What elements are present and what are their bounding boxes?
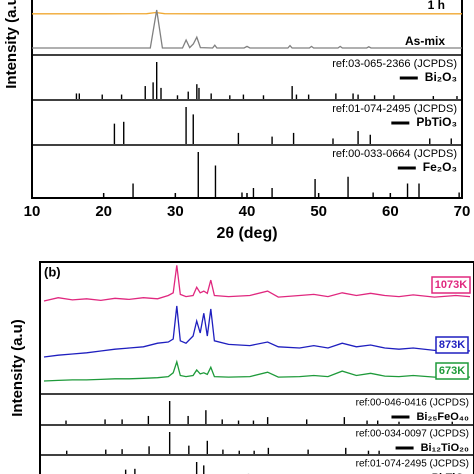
panel: Intensity (a.u) 10 20 30 40 50 60 70 2θ (deg) 1 h… xyxy=(3,0,470,242)
x-tick-label: 60 xyxy=(382,203,399,220)
x-tick-label: 10 xyxy=(24,203,41,220)
plot-frame xyxy=(31,0,463,199)
x-axis-label: 2θ (deg) xyxy=(216,225,277,242)
reference-phase: PbTiO₃ xyxy=(432,472,469,474)
reference-id: ref:00-034-0097 (JCPDS) xyxy=(356,429,469,440)
pattern-line xyxy=(32,11,462,15)
reference-phase: Bi₁₂TiO₂₀ xyxy=(421,442,469,454)
x-tick-label: 50 xyxy=(310,203,327,220)
series-label: 1073K xyxy=(435,279,467,291)
reference-id: ref:00-046-0416 (JCPDS) xyxy=(356,398,469,409)
y-axis-label: Intensity (a.u) xyxy=(3,0,20,89)
reference-phase: PbTiO₃ xyxy=(416,115,457,129)
reference-id: ref:03-065-2366 (JCPDS) xyxy=(332,58,457,70)
x-tick-label: 40 xyxy=(239,203,256,220)
pattern-line xyxy=(43,265,471,302)
reference-id: ref:01-074-2495 (JCPDS) xyxy=(332,103,457,115)
reference-id: ref:00-033-0664 (JCPDS) xyxy=(332,148,457,160)
y-axis-label: Intensity (a.u) xyxy=(9,319,26,417)
series-label: As-mix xyxy=(405,34,445,48)
reference-phase: Fe₂O₃ xyxy=(423,160,457,174)
pattern-line xyxy=(43,305,471,358)
series-label: 873K xyxy=(439,339,465,351)
x-tick-label: 70 xyxy=(454,203,471,220)
label-box xyxy=(435,336,469,354)
series-label: 673K xyxy=(439,365,465,377)
panel: Intensity (a.u) (b) 1073K 873K 673K ref:00-04… xyxy=(9,261,474,474)
x-tick-label: 20 xyxy=(95,203,112,220)
reference-phase: Bi₂₅FeO₄₀ xyxy=(416,411,469,423)
panel-label: (b) xyxy=(44,264,61,279)
reference-phase: Bi₂O₃ xyxy=(425,70,457,84)
plot-frame xyxy=(39,261,474,474)
series-label: 1 h xyxy=(428,0,445,12)
pattern-line xyxy=(32,9,462,49)
reference-id: ref:01-074-2495 (JCPDS) xyxy=(356,459,469,470)
pattern-line xyxy=(43,359,471,382)
x-tick-label: 30 xyxy=(167,203,184,220)
label-box xyxy=(435,362,469,380)
label-box xyxy=(431,276,471,294)
